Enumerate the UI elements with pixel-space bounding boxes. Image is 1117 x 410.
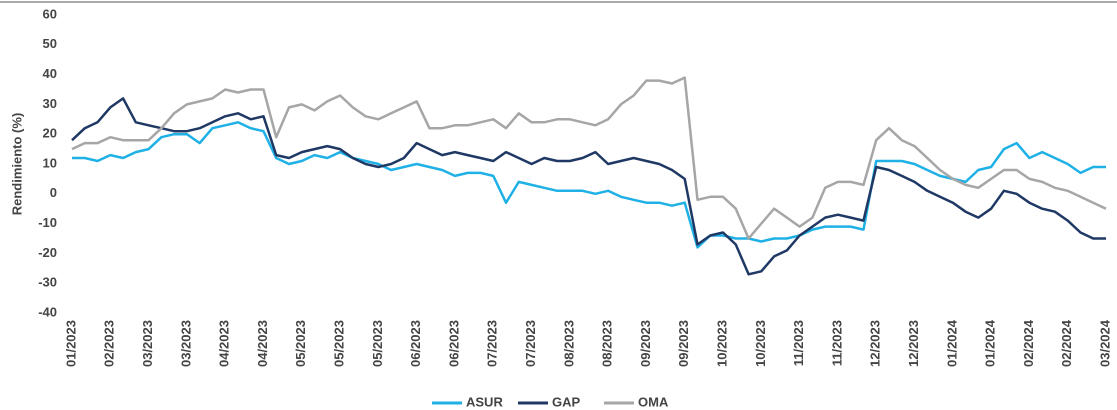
y-tick-label: 60 <box>43 6 57 21</box>
x-tick-label: 12/2023 <box>906 320 921 367</box>
x-tick-label: 12/2023 <box>868 320 883 367</box>
x-tick-label: 07/2023 <box>485 320 500 367</box>
x-tick-label: 07/2023 <box>523 320 538 367</box>
x-tick-label: 11/2023 <box>791 320 806 366</box>
x-tick-label: 01/2023 <box>63 320 78 367</box>
x-tick-label: 04/2023 <box>217 320 232 367</box>
x-tick-label: 05/2023 <box>293 320 308 367</box>
x-tick-label: 05/2023 <box>370 320 385 367</box>
x-tick-label: 09/2023 <box>638 320 653 367</box>
y-tick-label: -10 <box>38 215 57 230</box>
x-tick-label: 06/2023 <box>446 320 461 367</box>
y-tick-label: -20 <box>38 245 57 260</box>
x-tick-label: 02/2024 <box>1021 319 1036 367</box>
x-tick-label: 01/2024 <box>944 319 959 367</box>
line-series <box>72 121 1106 249</box>
y-tick-label: 30 <box>43 96 57 111</box>
x-tick-label: 02/2023 <box>102 320 117 367</box>
legend-label: ASUR <box>466 394 503 409</box>
x-tick-label: 11/2023 <box>829 320 844 366</box>
x-tick-label: 03/2024 <box>1097 319 1112 367</box>
y-tick-label: -40 <box>38 304 57 319</box>
line-series <box>71 76 1107 240</box>
line-series <box>71 97 1106 276</box>
y-tick-label: 20 <box>43 126 57 141</box>
x-tick-label: 08/2023 <box>561 320 576 367</box>
y-tick-label: 10 <box>43 155 57 170</box>
legend-label: OMA <box>638 394 669 409</box>
x-tick-label: 10/2023 <box>714 320 729 367</box>
y-tick-label: 40 <box>43 66 57 81</box>
x-tick-label: 01/2024 <box>983 319 998 367</box>
y-tick-label: -30 <box>38 275 57 290</box>
x-tick-label: 03/2023 <box>140 320 155 367</box>
y-axis-label: Rendimiento (%) <box>9 113 24 216</box>
x-tick-label: 03/2023 <box>178 320 193 367</box>
x-tick-label: 09/2023 <box>676 320 691 367</box>
x-tick-label: 04/2023 <box>255 320 270 367</box>
x-tick-label: 06/2023 <box>408 320 423 367</box>
y-tick-label: 50 <box>43 36 57 51</box>
legend-label: GAP <box>552 394 581 409</box>
x-tick-label: 10/2023 <box>753 320 768 367</box>
x-tick-label: 05/2023 <box>332 320 347 367</box>
y-tick-label: 0 <box>50 185 57 200</box>
x-tick-label: 02/2024 <box>1059 319 1074 367</box>
x-tick-label: 08/2023 <box>600 320 615 367</box>
